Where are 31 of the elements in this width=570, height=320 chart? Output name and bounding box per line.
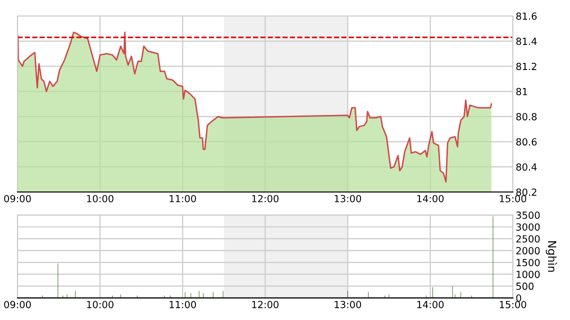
y-tick-label: 80.6 [516, 138, 537, 146]
y-tick-label: 80.8 [516, 113, 537, 120]
x-tick-label: 15:00 [500, 300, 526, 308]
x-tick-label: 15:00 [500, 194, 526, 202]
x-tick-label: 13:00 [334, 300, 362, 308]
y-tick-label: 81.6 [516, 12, 537, 20]
x-tick-label: 09:00 [4, 194, 31, 202]
y-tick-label: 1500 [516, 258, 540, 266]
y-tick-label: 0 [516, 294, 522, 302]
y-tick-label: 2000 [516, 247, 540, 254]
y-tick-label: 3500 [516, 212, 540, 219]
x-tick-label: 11:00 [170, 194, 196, 202]
x-tick-label: 12:00 [252, 194, 279, 202]
x-tick-label: 12:00 [252, 300, 279, 308]
y-tick-label: 81 [516, 88, 528, 96]
y-tick-label: 81.2 [516, 62, 536, 70]
x-tick-label: 11:00 [170, 300, 196, 308]
x-tick-label: 13:00 [334, 194, 362, 202]
y-tick-label: 81.4 [516, 38, 537, 45]
x-tick-label: 10:00 [87, 194, 114, 202]
y-tick-label: 1000 [516, 270, 540, 278]
y-tick-label: 80.4 [516, 163, 537, 171]
x-tick-label: 14:00 [417, 194, 444, 202]
y-axis-title: Nghìn [546, 241, 558, 272]
y-tick-label: 2500 [516, 235, 540, 243]
x-tick-label: 09:00 [4, 300, 31, 308]
y-tick-label: 500 [516, 282, 534, 290]
x-tick-label: 14:00 [417, 300, 444, 308]
x-tick-label: 10:00 [87, 300, 114, 308]
y-tick-label: 3000 [516, 223, 540, 231]
y-tick-label: 80.2 [516, 188, 536, 196]
